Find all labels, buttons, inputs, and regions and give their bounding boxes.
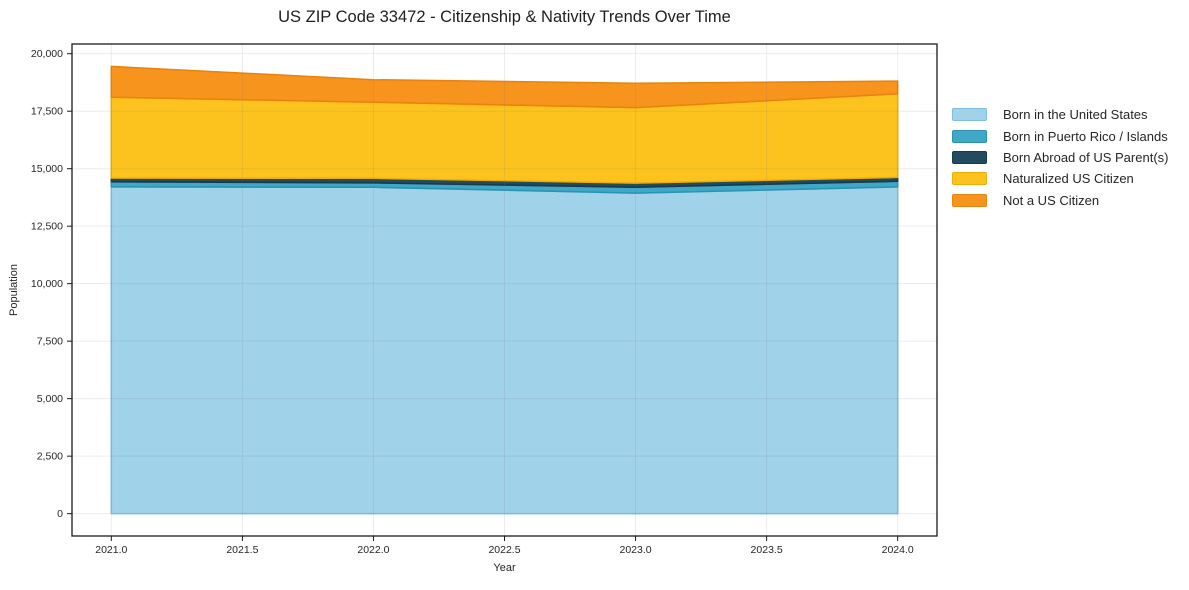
legend-item: Born Abroad of US Parent(s) xyxy=(952,147,1168,168)
legend-label: Born in Puerto Rico / Islands xyxy=(1003,128,1168,144)
y-tick-label: 17,500 xyxy=(31,106,63,118)
y-tick-label: 15,000 xyxy=(31,163,63,175)
legend: Born in the United States Born in Puerto… xyxy=(952,104,1168,211)
legend-item: Naturalized US Citizen xyxy=(952,168,1168,189)
y-tick-label: 5,000 xyxy=(37,393,63,405)
x-tick-label: 2023.0 xyxy=(619,544,651,556)
chart-title: US ZIP Code 33472 - Citizenship & Nativi… xyxy=(278,8,731,26)
legend-swatch-puerto-rico xyxy=(952,129,987,143)
legend-label: Born in the United States xyxy=(1003,107,1148,123)
legend-item: Born in the United States xyxy=(952,104,1168,125)
legend-item: Not a US Citizen xyxy=(952,190,1168,211)
legend-swatch-born-in-us xyxy=(952,108,987,122)
legend-label: Not a US Citizen xyxy=(1003,192,1100,208)
y-tick-label: 10,000 xyxy=(31,278,63,290)
x-tick-label: 2021.0 xyxy=(95,544,127,556)
legend-label: Naturalized US Citizen xyxy=(1003,171,1134,187)
legend-swatch-born-abroad xyxy=(952,150,987,164)
x-tick-label: 2021.5 xyxy=(226,544,258,556)
legend-label: Born Abroad of US Parent(s) xyxy=(1003,149,1169,165)
y-tick-label: 7,500 xyxy=(37,336,63,348)
x-tick-label: 2023.5 xyxy=(751,544,783,556)
legend-item: Born in Puerto Rico / Islands xyxy=(952,125,1168,146)
y-tick-label: 12,500 xyxy=(31,221,63,233)
y-axis-label: Population xyxy=(8,264,20,316)
y-tick-label: 0 xyxy=(57,508,63,520)
x-tick-label: 2022.5 xyxy=(488,544,520,556)
legend-swatch-not-citizen xyxy=(952,193,987,207)
x-axis-label: Year xyxy=(493,562,516,574)
y-tick-label: 20,000 xyxy=(31,48,63,60)
y-tick-label: 2,500 xyxy=(37,451,63,463)
x-tick-label: 2022.0 xyxy=(357,544,389,556)
legend-swatch-naturalized xyxy=(952,172,987,186)
area-series-4 xyxy=(110,65,899,109)
x-tick-label: 2024.0 xyxy=(882,544,914,556)
